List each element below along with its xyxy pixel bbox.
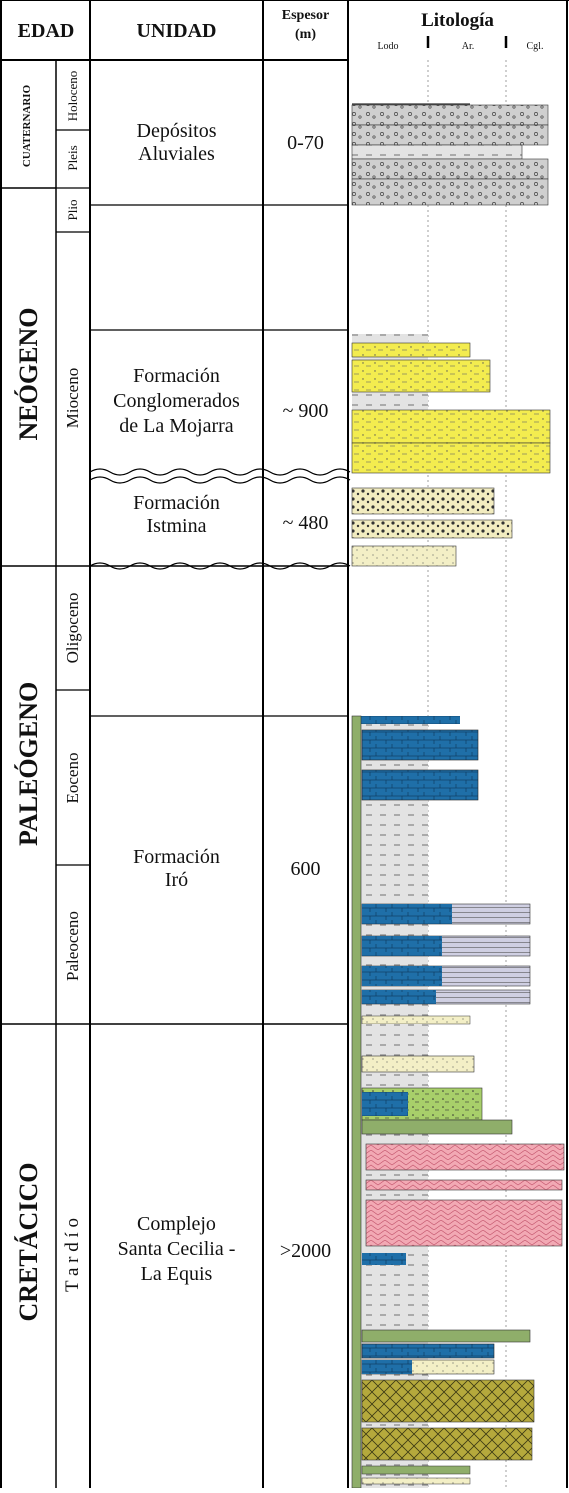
scale-arena: Ar. xyxy=(448,41,488,52)
unit-aluviales: Depósitos Aluviales xyxy=(90,120,263,166)
unit-istmina: Formación Istmina xyxy=(90,492,263,538)
epoch-oligoceno: Oligoceno xyxy=(63,583,83,673)
epoch-tardio: T a r d í o xyxy=(62,1200,84,1310)
unit-name-line: Formación xyxy=(90,492,263,515)
scale-lodo: Lodo xyxy=(368,41,408,52)
unit-santa-cecilia: Complejo Santa Cecilia - La Equis xyxy=(90,1212,263,1287)
thickness-santa-cecilia: >2000 xyxy=(263,1240,348,1263)
basement-dyke xyxy=(352,716,361,1488)
thickness-mojarra: ~ 900 xyxy=(263,400,348,423)
era-cretacico: CRETÁCICO xyxy=(14,1162,42,1322)
unit-name-line: Formación xyxy=(90,846,263,869)
lith-istmina xyxy=(352,488,512,566)
scale-conglomerado: Cgl. xyxy=(515,41,555,52)
era-paleogeno: PALEÓGENO xyxy=(14,686,42,846)
unit-name-line: Istmina xyxy=(90,515,263,538)
header-espesor-unit: (m) xyxy=(263,27,348,43)
header-espesor: Espesor xyxy=(263,8,348,24)
unit-iro: Formación Iró xyxy=(90,846,263,892)
unit-name-line: Formación xyxy=(90,364,263,389)
lith-aluviales xyxy=(352,104,548,205)
epoch-mioceno: Mioceno xyxy=(63,358,83,438)
lith-mojarra xyxy=(352,334,550,473)
era-neogeno: NEÓGENO xyxy=(14,304,42,444)
unconformity-line xyxy=(90,469,350,475)
epoch-holoceno: Holoceno xyxy=(65,61,81,131)
epoch-pleis: Pleis xyxy=(65,133,81,183)
header-edad: EDAD xyxy=(2,20,90,43)
unit-name-line: La Equis xyxy=(90,1262,263,1287)
header-litologia: Litología xyxy=(348,10,567,32)
unit-name-line: Complejo xyxy=(90,1212,263,1237)
unit-mojarra: Formación Conglomerados de La Mojarra xyxy=(90,364,263,439)
epoch-eoceno: Eoceno xyxy=(63,738,83,818)
era-cuaternario: CUATERNARIO xyxy=(21,61,37,191)
thickness-aluviales: 0-70 xyxy=(263,132,348,155)
unit-name-line: Iró xyxy=(90,869,263,892)
thickness-iro: 600 xyxy=(263,858,348,881)
unit-name-line: Aluviales xyxy=(90,143,263,166)
lithology-scale xyxy=(428,36,506,1488)
unit-name-line: de La Mojarra xyxy=(90,414,263,439)
unit-name-line: Santa Cecilia - xyxy=(90,1237,263,1262)
unit-name-line: Conglomerados xyxy=(90,389,263,414)
lith-iro xyxy=(352,716,530,1024)
epoch-paleoceno: Paleoceno xyxy=(63,896,83,996)
thickness-istmina: ~ 480 xyxy=(263,512,348,535)
lith-santa-cecilia xyxy=(352,1024,564,1488)
header-unidad: UNIDAD xyxy=(90,20,263,43)
epoch-plio: Plio xyxy=(65,190,81,230)
unit-name-line: Depósitos xyxy=(90,120,263,143)
